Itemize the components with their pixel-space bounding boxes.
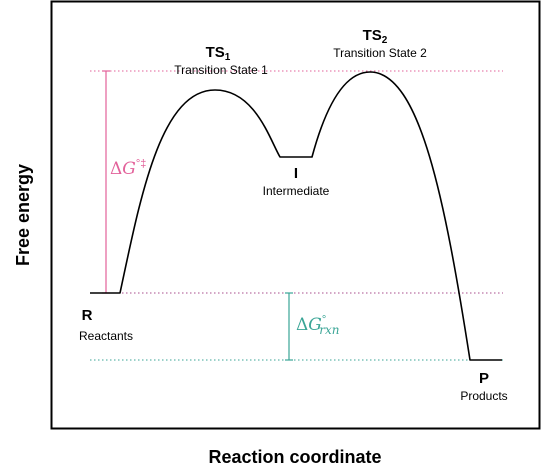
reaction-energy-bracket xyxy=(285,292,293,361)
ts2-name: Transition State 2 xyxy=(333,46,427,60)
intermediate-symbol: I xyxy=(294,165,298,182)
x-axis-label: Reaction coordinate xyxy=(208,447,381,467)
energy-profile-curve xyxy=(90,71,502,361)
intermediate-name: Intermediate xyxy=(263,184,330,198)
reaction-energy-label: ΔG° rxn xyxy=(296,314,340,337)
y-axis-label: Free energy xyxy=(13,164,33,266)
products-symbol: P xyxy=(479,370,489,387)
activation-energy-label: ΔG°‡ xyxy=(110,158,146,179)
reactants-name: Reactants xyxy=(79,329,133,343)
products-name: Products xyxy=(460,389,507,403)
ts2-symbol: TS2 xyxy=(363,27,388,46)
activation-energy-bracket xyxy=(102,70,110,294)
reactants-symbol: R xyxy=(82,307,93,324)
ts1-symbol: TS1 xyxy=(206,44,231,63)
ts1-name: Transition State 1 xyxy=(174,63,268,77)
plot-frame xyxy=(50,0,541,430)
